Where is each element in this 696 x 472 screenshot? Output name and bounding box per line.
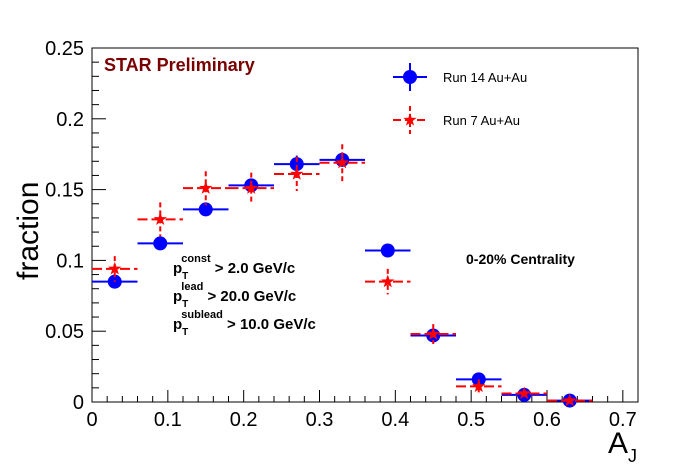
x-axis-title-main: A: [608, 427, 628, 460]
data-point: [380, 243, 395, 258]
x-axis-title-sub: J: [628, 446, 637, 466]
data-point: [244, 181, 258, 194]
x-tick-label: 0.1: [154, 409, 182, 431]
y-tick-label: 0.05: [45, 321, 84, 343]
data-point: [153, 212, 167, 225]
x-tick-label: 0: [86, 409, 97, 431]
x-tick-label: 0.7: [609, 409, 637, 431]
legend-entry: Run 14 Au+Au: [393, 63, 527, 91]
x-tick-label: 0.2: [230, 409, 258, 431]
legend-marker: [403, 70, 417, 84]
data-point: [199, 181, 213, 194]
x-axis-title: AJ: [608, 427, 637, 466]
data-point: [563, 393, 577, 407]
plot-frame: [91, 47, 639, 403]
y-tick-label: 0.25: [45, 38, 84, 60]
cut-p: p: [173, 316, 182, 333]
data-point: [198, 202, 213, 217]
cut-rest: > 2.0 GeV/c: [211, 260, 296, 277]
star-preliminary-label: STAR Preliminary: [104, 55, 255, 75]
data-point: [108, 261, 122, 275]
y-axis-title: fraction: [12, 182, 45, 280]
x-tick-label: 0.4: [381, 409, 409, 431]
cut-sub: T: [182, 271, 188, 282]
cut-rest: > 10.0 GeV/c: [223, 316, 316, 333]
data-point: [289, 157, 304, 172]
y-tick-label: 0: [73, 392, 84, 414]
cut-rest: > 20.0 GeV/c: [203, 288, 296, 305]
data-point: [335, 155, 349, 169]
y-tick-label: 0.1: [56, 250, 84, 272]
cut-label: pTsublead > 10.0 GeV/c: [173, 309, 316, 338]
cut-p: p: [173, 260, 182, 277]
legend-label: Run 7 Au+Au: [443, 113, 520, 128]
cut-label: pTconst > 2.0 GeV/c: [173, 253, 295, 282]
x-tick-label: 0.3: [306, 409, 334, 431]
legend-marker: [403, 113, 417, 126]
cut-sup: lead: [181, 281, 203, 293]
cut-label: pTlead > 20.0 GeV/c: [173, 281, 296, 310]
y-tick-label: 0.15: [45, 180, 84, 202]
legend-entry: Run 7 Au+Au: [393, 106, 520, 134]
cut-sub: T: [182, 327, 188, 338]
x-tick-label: 0.6: [533, 409, 561, 431]
data-point: [517, 386, 531, 400]
data-point: [153, 236, 168, 251]
centrality-label: 0-20% Centrality: [466, 251, 575, 267]
y-tick-label: 0.2: [56, 109, 84, 131]
x-tick-label: 0.5: [457, 409, 485, 431]
data-point: [472, 379, 486, 393]
series-run14: [92, 152, 593, 408]
data-point: [381, 274, 395, 288]
cut-sub: T: [182, 299, 188, 310]
cut-p: p: [173, 288, 182, 305]
cut-sup: const: [181, 253, 211, 265]
legend-label: Run 14 Au+Au: [443, 70, 527, 85]
data-point: [290, 167, 304, 180]
data-point: [426, 327, 440, 340]
series-run7: [92, 144, 593, 407]
cut-sup: sublead: [181, 309, 223, 321]
